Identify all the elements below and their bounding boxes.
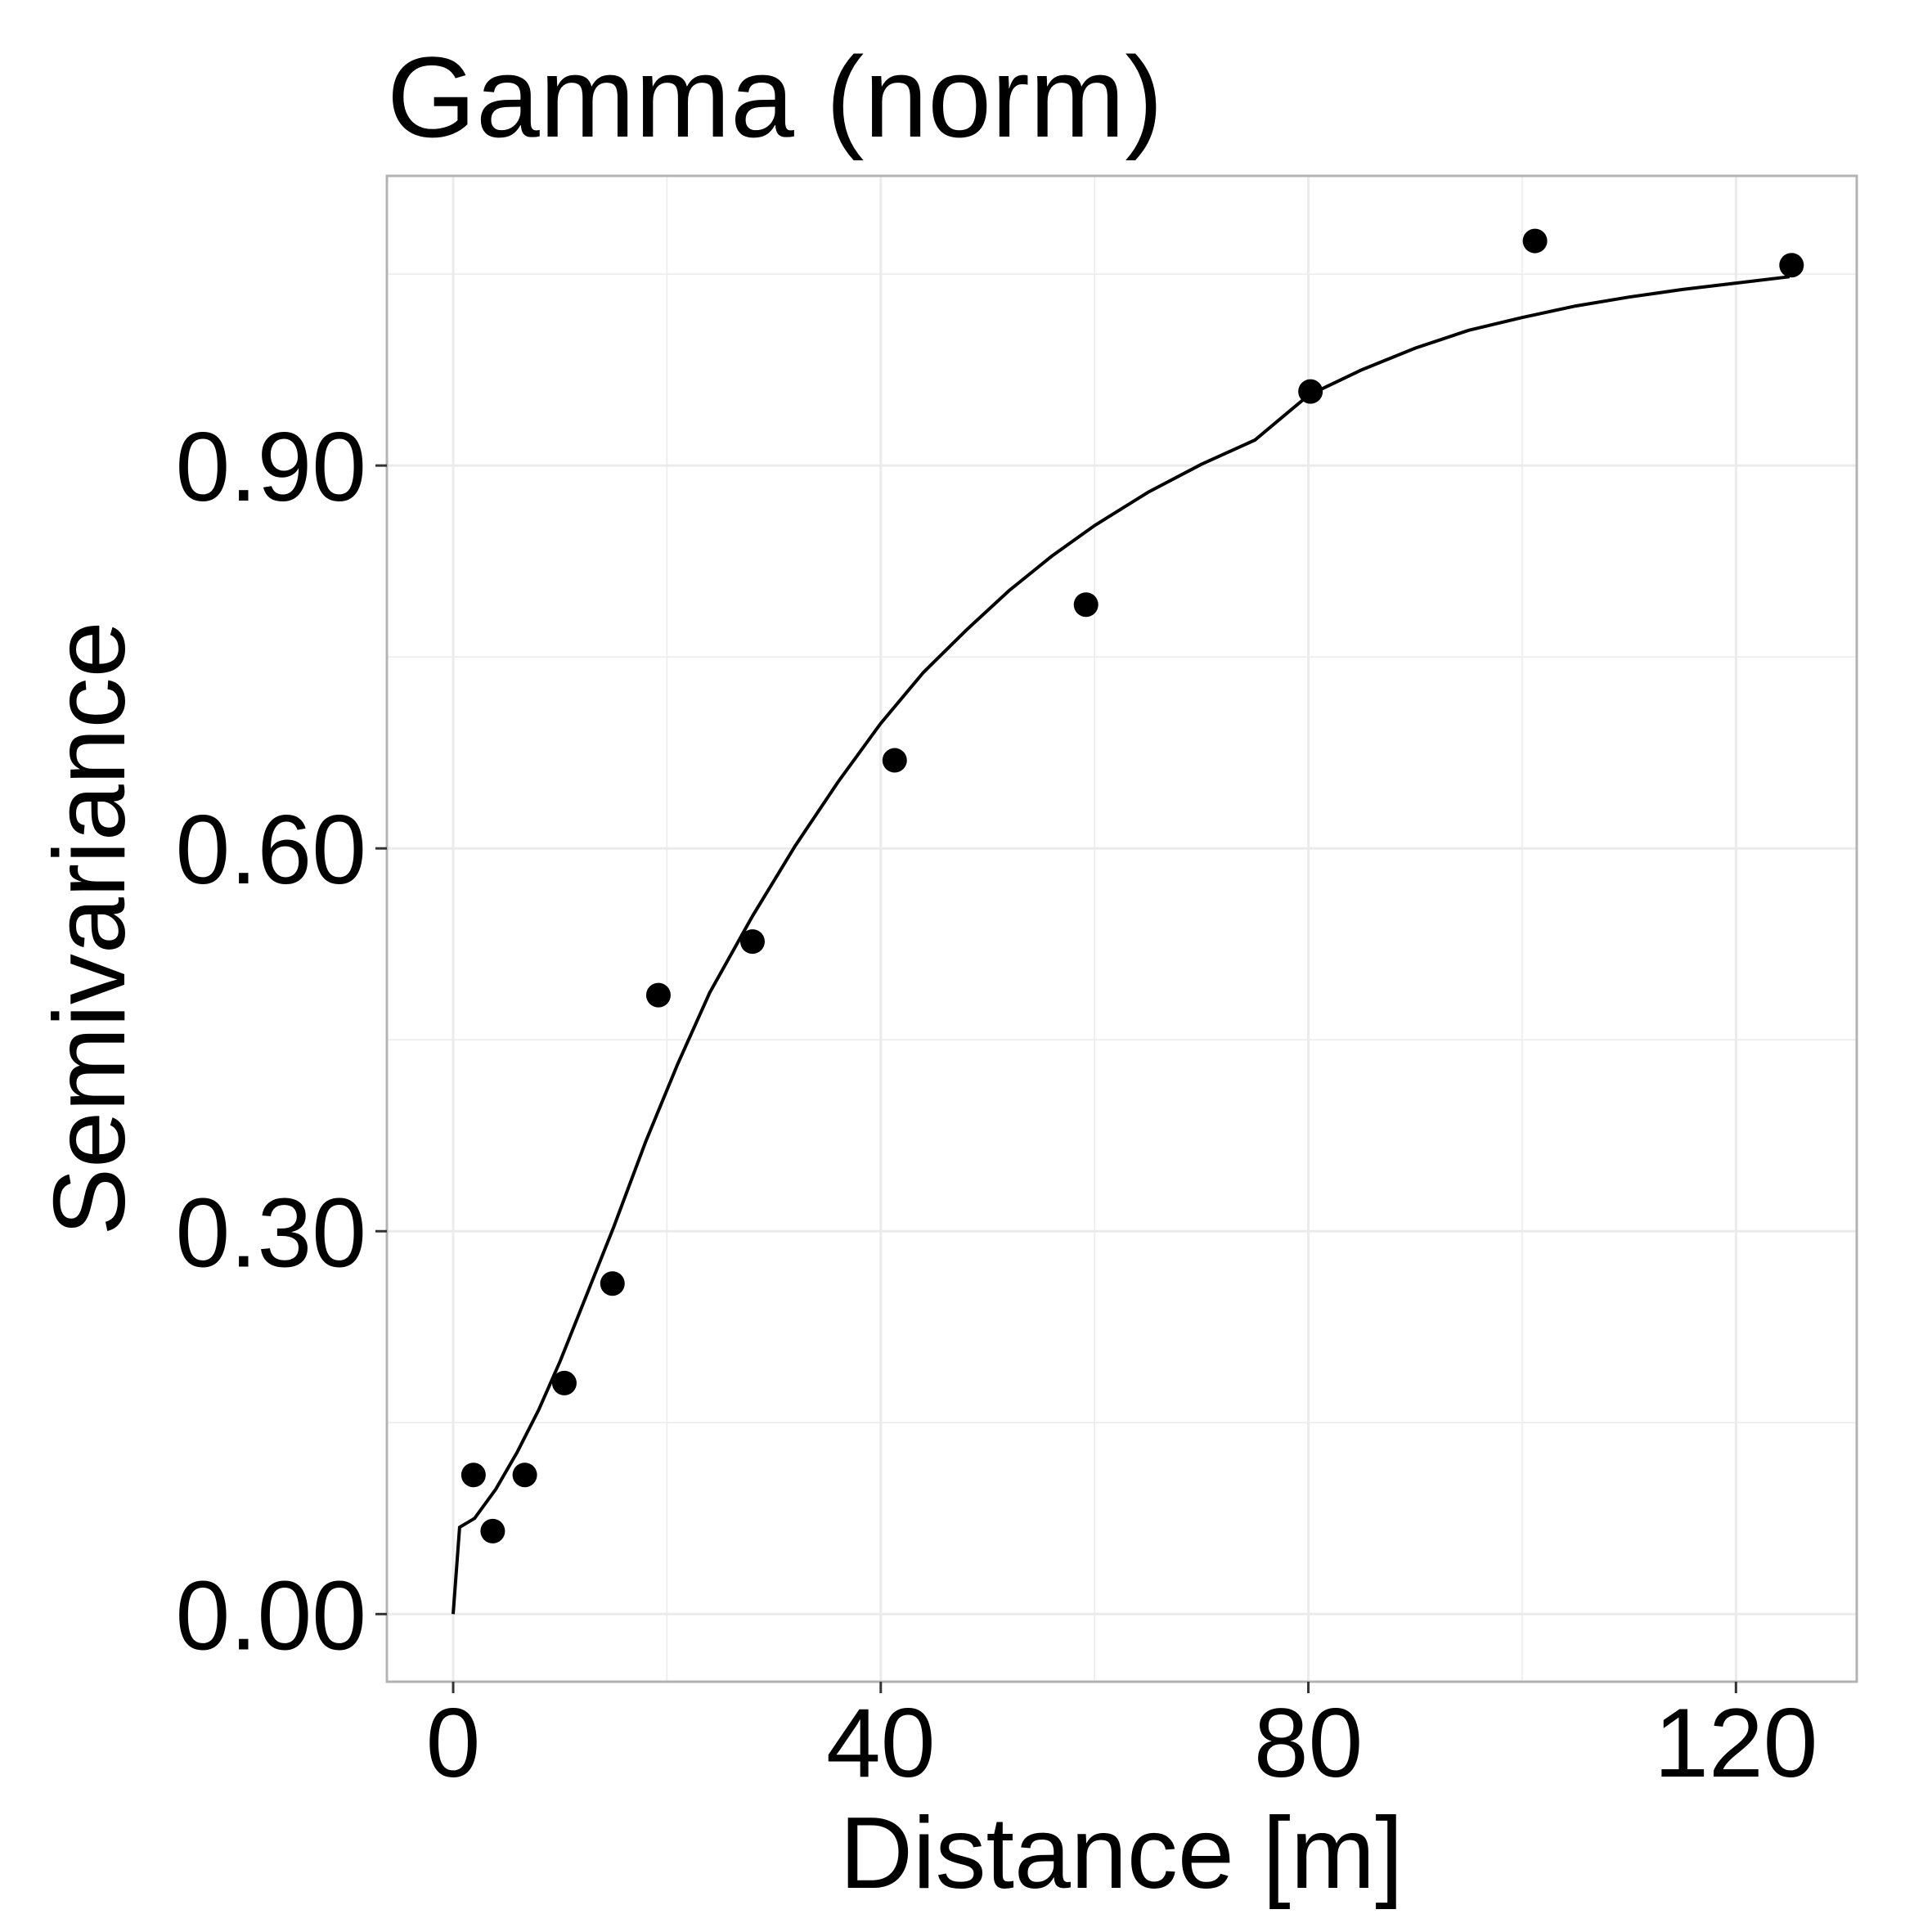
x-tick-label: 40 [826, 1688, 935, 1798]
y-tick-label: 0.00 [175, 1561, 366, 1670]
x-axis-title: Distance [m] [839, 1797, 1403, 1910]
grid-major [387, 176, 1857, 1682]
data-point [1298, 379, 1323, 404]
data-point [461, 1462, 486, 1488]
data-point [1073, 592, 1099, 618]
plot-panel-border [385, 174, 1858, 1683]
chart-title: Gamma (norm) [387, 33, 1163, 161]
x-axis: 0 40 80 120 [426, 1682, 1817, 1798]
model-line [452, 275, 1790, 1615]
data-point [645, 982, 671, 1008]
y-tick-label: 0.30 [175, 1178, 366, 1287]
data-points [461, 228, 1804, 1543]
grid-minor [387, 176, 1857, 1682]
x-tick-label: 80 [1254, 1688, 1363, 1798]
data-point [600, 1271, 625, 1296]
x-tick-label: 0 [426, 1688, 481, 1798]
y-tick-label: 0.90 [175, 412, 366, 522]
data-point [882, 748, 907, 773]
data-point [551, 1370, 577, 1395]
y-axis: 0.00 0.30 0.60 0.90 [175, 412, 387, 1670]
data-point [480, 1518, 505, 1543]
y-axis-title: Semivariance [34, 621, 146, 1235]
y-tick-label: 0.60 [175, 795, 366, 905]
data-point [512, 1462, 537, 1488]
data-point [739, 929, 765, 955]
x-tick-label: 120 [1654, 1688, 1817, 1798]
data-point [1779, 253, 1804, 278]
data-point [1522, 228, 1548, 254]
